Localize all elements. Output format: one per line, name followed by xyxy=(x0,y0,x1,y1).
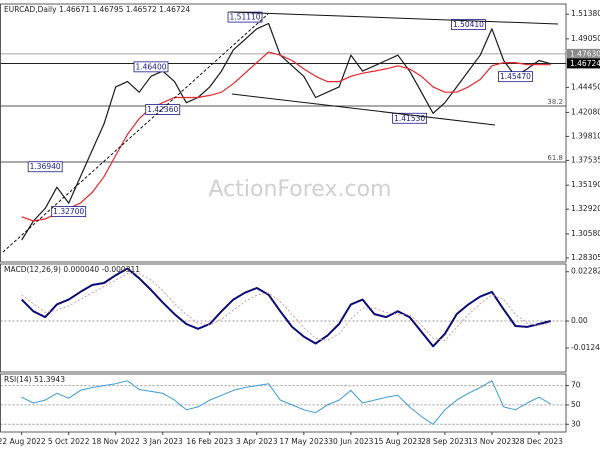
x-tick-label: 30 Jun 2023 xyxy=(328,437,373,446)
panel-frame xyxy=(0,3,567,263)
series-line xyxy=(20,267,551,348)
x-tick-label: 28 Sep 2023 xyxy=(421,437,469,446)
annotation-box xyxy=(51,206,87,217)
y-tick-label: 30 xyxy=(571,419,581,428)
series-line xyxy=(21,380,551,425)
trendline xyxy=(229,11,559,25)
annotation-box xyxy=(145,104,181,115)
annotation-label: 1.46400 xyxy=(135,62,166,71)
fib-label: 61.8 xyxy=(547,154,563,162)
y-tick-label: 1.32920 xyxy=(571,204,600,213)
y-tick-label: 50 xyxy=(571,400,581,409)
price-level-box xyxy=(567,48,600,59)
y-tick-label: 1.42080 xyxy=(571,107,600,116)
annotation-box xyxy=(27,161,63,173)
x-tick-label: 15 Aug 2023 xyxy=(374,437,422,446)
annotation-label: 1.42360 xyxy=(147,105,178,114)
y-tick-label: 1.30580 xyxy=(571,229,600,238)
annotation-label: 1.32700 xyxy=(53,207,84,216)
y-tick-label: 0.00 xyxy=(571,316,588,325)
panel-title: RSI(14) 51.3943 xyxy=(4,375,65,384)
price-level-box xyxy=(567,58,600,69)
annotation-box xyxy=(451,19,486,30)
annotation-box xyxy=(133,61,169,73)
x-tick-label: 28 Dec 2023 xyxy=(515,437,563,446)
y-tick-label: 1.37535 xyxy=(571,155,600,164)
panel-title: MACD(12,26,9) 0.000040 -0.000311 xyxy=(4,265,140,274)
y-tick-label: 1.39810 xyxy=(571,131,600,140)
panel-title: EURCAD,Daily 1.46671 1.46795 1.46572 1.4… xyxy=(4,5,190,14)
y-tick-label: 1.35190 xyxy=(571,180,600,189)
annotation-label: 1.36940 xyxy=(30,162,61,171)
annotation-box xyxy=(392,112,428,124)
price-level-label: 1.47630 xyxy=(570,49,600,58)
fib-label: 38.2 xyxy=(547,98,563,106)
y-tick-label: 0.02282 xyxy=(571,267,600,276)
x-tick-label: 3 Apr 2023 xyxy=(236,437,278,446)
trendlines xyxy=(2,11,559,253)
plot-area xyxy=(0,267,566,348)
y-tick-label: 1.49050 xyxy=(571,34,600,43)
y-tick-label: 1.51380 xyxy=(571,9,600,18)
y-tick-label: -0.01247 xyxy=(571,343,600,352)
annotation-label: 1.45470 xyxy=(500,72,531,81)
watermark: ActionForex.com xyxy=(209,177,392,202)
y-tick-label: 70 xyxy=(571,381,581,390)
trendline xyxy=(2,13,269,253)
x-tick-label: 17 May 2023 xyxy=(279,437,328,446)
y-tick-label: 1.44450 xyxy=(571,82,600,91)
annotation-label: 1.51110 xyxy=(230,13,261,22)
y-tick-label: 1.28305 xyxy=(571,253,600,262)
annotation-label: 1.41530 xyxy=(394,114,425,123)
series-line xyxy=(21,22,551,241)
x-tick-label: 5 Oct 2022 xyxy=(48,437,90,446)
x-tick-label: 18 Nov 2022 xyxy=(92,437,140,446)
trendline xyxy=(231,93,496,126)
x-tick-label: 13 Nov 2023 xyxy=(468,437,516,446)
plot-area: ActionForex.com xyxy=(0,22,566,241)
panel-frame xyxy=(0,263,567,373)
plot-area xyxy=(0,380,566,425)
series-line xyxy=(21,51,551,222)
x-tick-label: 22 Aug 2022 xyxy=(0,437,46,446)
price-level-label: 1.46724 xyxy=(570,59,600,68)
annotation-box xyxy=(498,71,533,83)
series-line xyxy=(21,273,551,341)
x-tick-label: 16 Feb 2023 xyxy=(186,437,233,446)
annotation-label: 1.50410 xyxy=(453,20,484,29)
x-tick-label: 3 Jan 2023 xyxy=(143,437,183,446)
panel-frame xyxy=(0,373,567,433)
